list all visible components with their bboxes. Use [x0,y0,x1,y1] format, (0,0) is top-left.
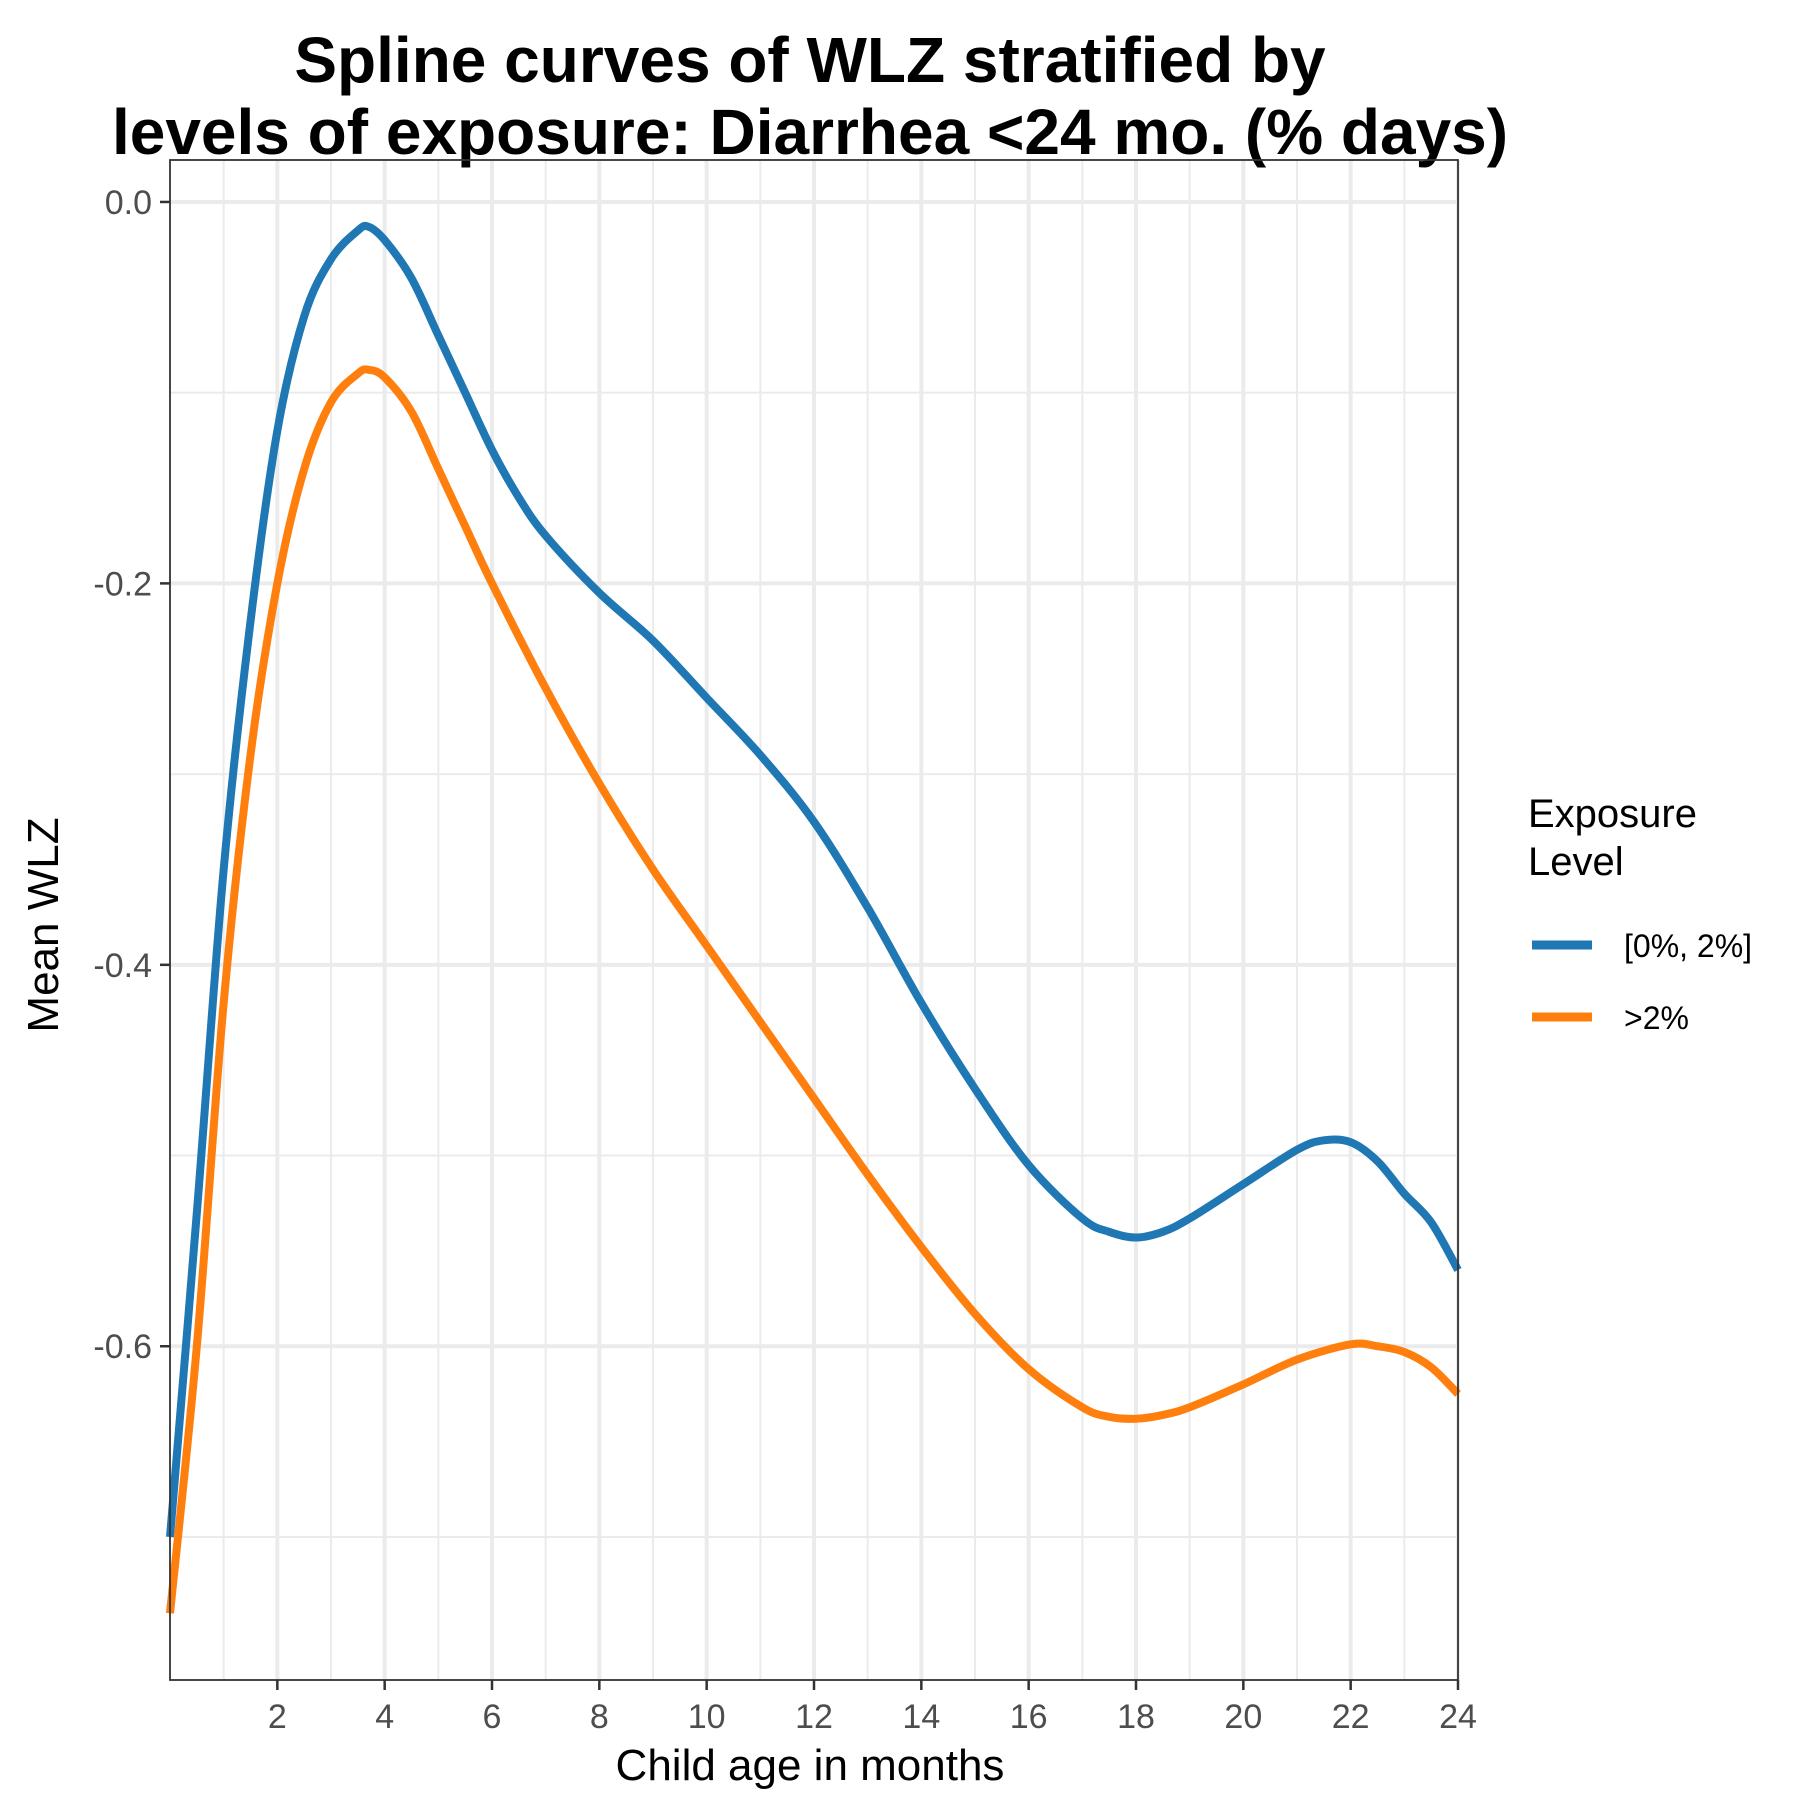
y-axis-tick-labels: 0.0 -0.2 -0.4 -0.6 [93,184,152,1366]
x-tick-label: 22 [1332,1698,1370,1736]
x-tick-label: 4 [375,1698,394,1736]
y-axis-title: Mean WLZ [19,817,68,1032]
chart-title-line-1: Spline curves of WLZ stratified by [294,24,1326,96]
x-tick-label: 24 [1439,1698,1477,1736]
x-tick-label: 8 [590,1698,609,1736]
y-tick-label: -0.4 [93,947,152,985]
x-tick-label: 10 [688,1698,726,1736]
x-tick-label: 6 [483,1698,502,1736]
series-line-2 [166,365,1461,1614]
y-tick-label: -0.6 [93,1328,152,1366]
legend-title-line-2: Level [1528,840,1624,884]
data-series [166,221,1462,1614]
legend-label-2: >2% [1624,1000,1689,1036]
x-tick-label: 2 [268,1698,287,1736]
chart-title-line-2: levels of exposure: Diarrhea <24 mo. (% … [112,96,1508,168]
x-axis-title: Child age in months [616,1741,1005,1790]
x-tick-label: 18 [1117,1698,1155,1736]
y-tick-label: 0.0 [105,184,152,222]
grid-lines [170,160,1460,1680]
series-line-1 [166,221,1462,1538]
x-tick-label: 16 [1010,1698,1048,1736]
axis-ticks [160,200,1460,1690]
legend: Exposure Level [0%, 2%] >2% [1528,792,1752,1036]
x-tick-label: 20 [1224,1698,1262,1736]
legend-label-1: [0%, 2%] [1624,928,1752,964]
y-tick-label: -0.2 [93,565,152,603]
legend-title-line-1: Exposure [1528,792,1697,836]
legend-items: [0%, 2%] >2% [1532,928,1752,1036]
x-axis-tick-labels: 2 4 6 8 10 12 14 16 18 20 22 24 [268,1698,1477,1736]
chart-title: Spline curves of WLZ stratified by level… [112,24,1508,168]
x-tick-label: 14 [902,1698,940,1736]
x-tick-label: 12 [795,1698,833,1736]
